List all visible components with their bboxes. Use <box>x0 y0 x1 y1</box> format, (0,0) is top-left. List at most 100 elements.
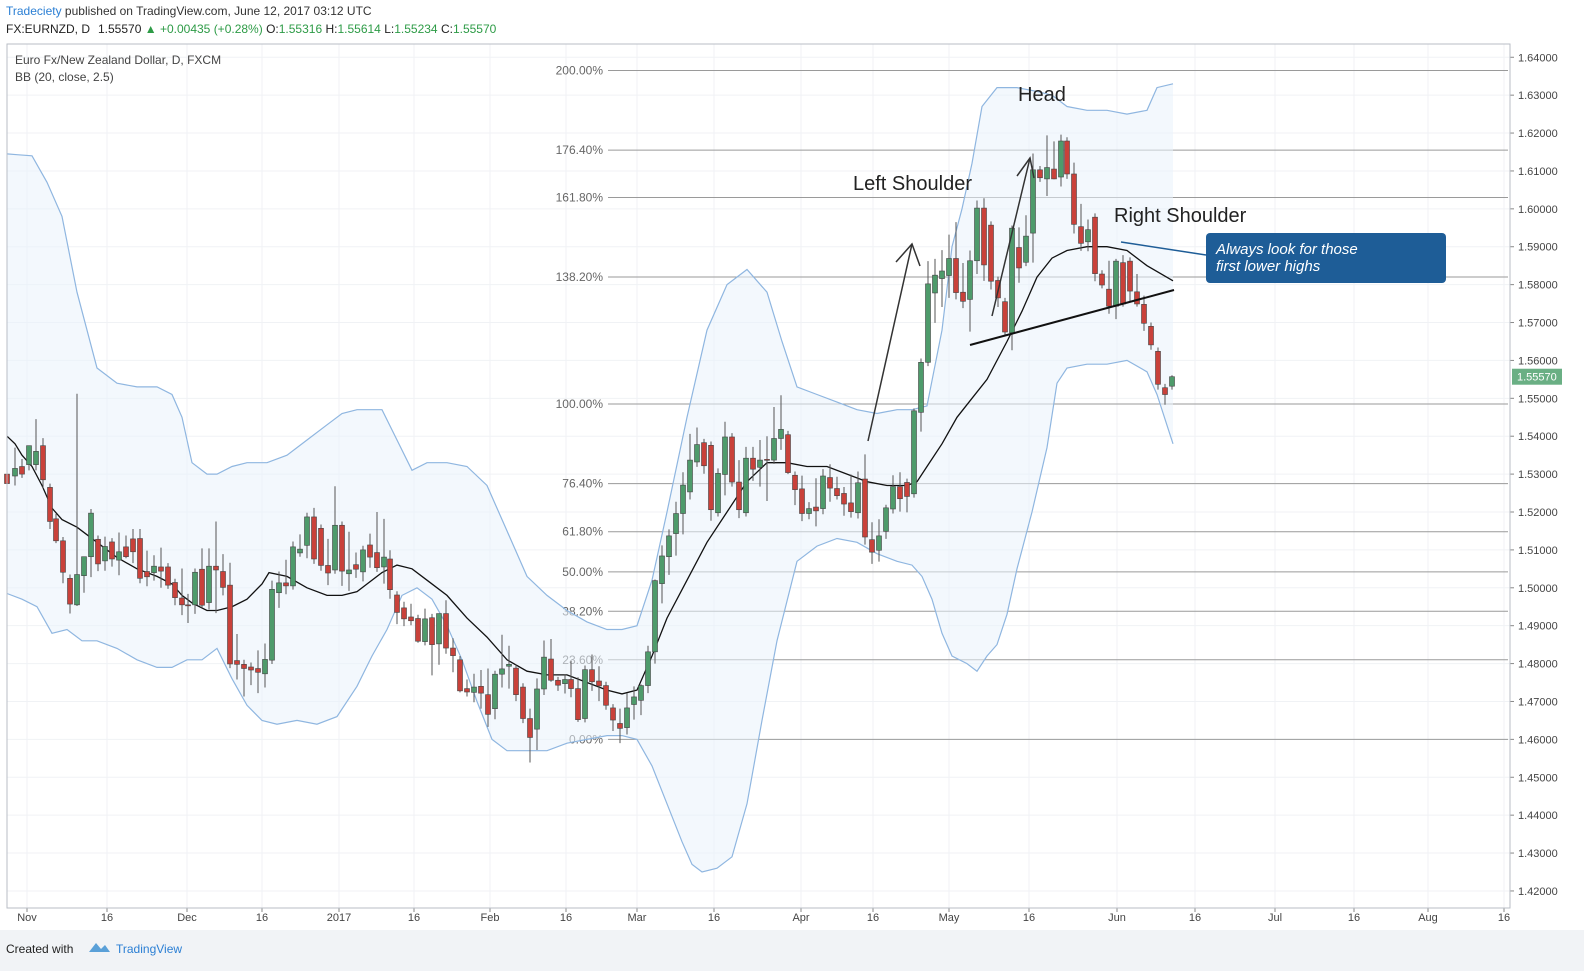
price-chart[interactable]: 200.00% 176.40% 161.80% 138.20% 100.00% 76.40… <box>0 0 1584 930</box>
x-tick-label: Feb <box>481 912 500 924</box>
candle-up <box>967 260 973 300</box>
candle-down <box>764 459 770 461</box>
candle-up <box>116 551 122 561</box>
candle-down <box>1162 387 1168 395</box>
tradingview-link[interactable]: TradingView <box>116 942 183 956</box>
candle-down <box>1037 169 1043 179</box>
candle-down <box>813 506 819 512</box>
x-tick-label: Aug <box>1418 912 1438 924</box>
candle-up <box>883 507 889 532</box>
candle-down <box>988 224 994 282</box>
y-tick-label: 1.47000 <box>1518 696 1558 708</box>
fib-level-label: 138.20% <box>556 270 604 284</box>
x-tick-label: Jun <box>1108 912 1126 924</box>
candle-up <box>820 475 826 509</box>
candle-down <box>520 686 526 719</box>
candle-down <box>401 607 407 620</box>
candle-down <box>617 723 623 729</box>
candle-down <box>283 582 289 587</box>
fib-level-label: 176.40% <box>556 143 604 157</box>
candle-down <box>701 442 707 467</box>
candle-down <box>1148 326 1154 346</box>
y-tick-label: 1.50000 <box>1518 583 1558 595</box>
candle-down <box>241 664 247 669</box>
published-text: published on TradingView.com, June 12, 2… <box>64 4 372 18</box>
candle-up <box>743 457 749 514</box>
publish-info: Tradeciety published on TradingView.com,… <box>6 4 372 18</box>
candle-up <box>946 258 952 276</box>
candle-down <box>40 445 46 481</box>
candle-up <box>562 679 568 684</box>
candle-down <box>792 474 798 490</box>
candle-down <box>255 668 261 673</box>
high-value: 1.55614 <box>337 22 381 36</box>
candle-up <box>471 686 477 693</box>
y-tick-label: 1.43000 <box>1518 848 1558 860</box>
candle-down <box>47 487 53 522</box>
candle-down <box>513 667 519 695</box>
candle-down <box>130 538 136 553</box>
fib-level-label: 76.40% <box>562 477 603 491</box>
candle-up <box>74 574 80 606</box>
candle-up <box>1085 229 1091 243</box>
publisher-link[interactable]: Tradeciety <box>6 4 62 18</box>
candle-down <box>374 552 380 569</box>
candle-up <box>582 669 588 719</box>
x-tick-label: Nov <box>17 912 37 924</box>
candle-up <box>932 274 938 294</box>
candle-up <box>1044 167 1050 180</box>
y-tick-label: 1.49000 <box>1518 621 1558 633</box>
candle-up <box>436 613 442 645</box>
y-tick-label: 1.42000 <box>1518 886 1558 898</box>
candle-up <box>26 445 32 465</box>
candle-down <box>848 502 854 512</box>
close-value: 1.55570 <box>452 22 497 36</box>
x-tick-label: Mar <box>628 912 647 924</box>
x-tick-label: 16 <box>560 912 572 924</box>
candle-down <box>862 478 868 538</box>
head-arrow-line <box>991 157 1031 317</box>
fib-level-label: 100.00% <box>556 397 604 411</box>
ohlc-header: FX:EURNZD, D 1.55570 ▲ +0.00435 (+0.28%) … <box>6 22 496 36</box>
high-label: H: <box>325 22 338 36</box>
y-tick-label: 1.62000 <box>1518 128 1558 140</box>
candle-down <box>527 718 533 738</box>
candle-down <box>575 688 581 720</box>
x-tick-label: 16 <box>1498 912 1510 924</box>
close-label: C: <box>440 22 453 36</box>
candle-down <box>736 481 742 511</box>
footer: Created with TradingView <box>0 930 1584 971</box>
candle-down <box>1078 226 1084 244</box>
candles <box>4 134 1175 763</box>
candle-down <box>1051 168 1057 180</box>
candle-up <box>652 580 658 653</box>
candle-down <box>165 566 171 586</box>
candle-down <box>981 207 987 266</box>
candle-up <box>332 524 338 571</box>
candle-down <box>1106 288 1112 307</box>
band-fill <box>7 83 1173 873</box>
candle-up <box>269 589 275 661</box>
candle-up <box>422 618 428 642</box>
candle-up <box>694 444 700 463</box>
low-value: 1.55234 <box>394 22 438 36</box>
candle-down <box>960 291 966 302</box>
candle-up <box>1113 260 1119 307</box>
candle-down <box>19 466 25 475</box>
candle-down <box>869 539 875 553</box>
candle-up <box>939 270 945 279</box>
candle-up <box>492 673 498 709</box>
candle-down <box>95 538 101 565</box>
candle-down <box>841 493 847 505</box>
candle-down <box>457 659 463 692</box>
candle-up <box>360 549 366 573</box>
x-tick-label: 16 <box>101 912 113 924</box>
candle-up <box>771 438 777 461</box>
candle-down <box>185 604 191 607</box>
x-tick-label: 16 <box>408 912 420 924</box>
drawings: Head Left Shoulder Right Shoulder Always… <box>853 84 1446 442</box>
candle-down <box>729 436 735 483</box>
candle-down <box>387 558 393 590</box>
candle-up <box>1169 376 1175 387</box>
legend-title: Euro Fx/New Zealand Dollar, D, FXCM <box>15 53 221 67</box>
